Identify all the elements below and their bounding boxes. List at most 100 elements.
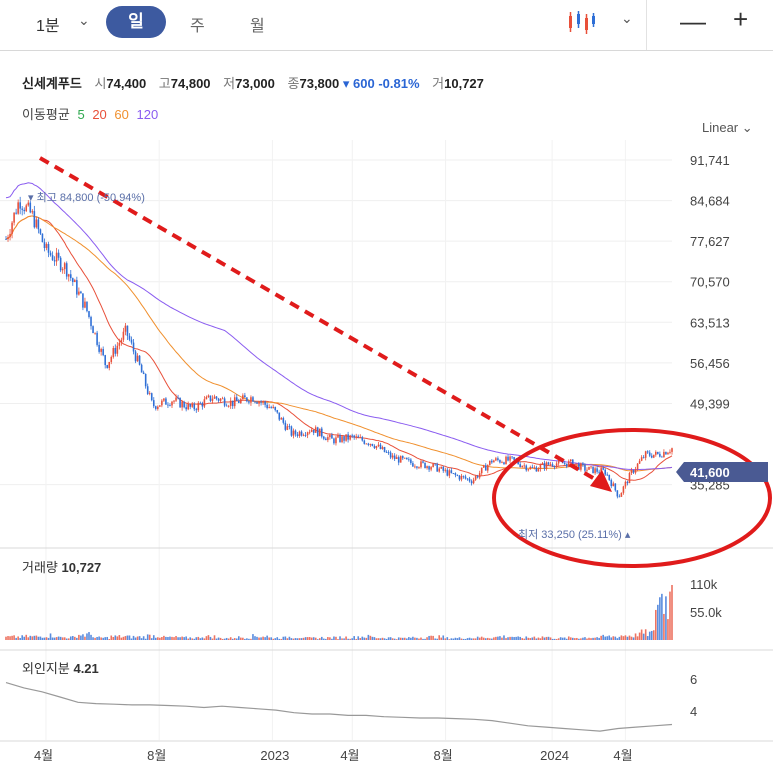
moving-average-legend[interactable]: 이동평균 5 20 60 120 <box>22 104 158 123</box>
chevron-down-icon[interactable]: ⌄ <box>78 12 90 28</box>
candle-body <box>521 465 524 467</box>
volume-bar <box>80 635 82 640</box>
volume-bar <box>345 636 347 640</box>
volume-bar <box>452 638 455 640</box>
highlight-ellipse <box>492 428 772 568</box>
volume-bar <box>636 636 639 640</box>
zoom-out-button[interactable]: — <box>680 6 706 36</box>
candle-body <box>385 452 388 453</box>
candle-body <box>594 468 596 474</box>
volume-bar <box>476 636 479 640</box>
candle-body <box>53 260 56 262</box>
volume-bar <box>108 639 111 640</box>
candle-body <box>588 466 590 470</box>
candle-body <box>486 465 489 471</box>
candle-body <box>270 407 272 408</box>
candle-body <box>19 202 21 209</box>
volume-bar <box>505 638 507 640</box>
volume-bar <box>195 637 198 640</box>
candle-body <box>503 462 505 465</box>
zoom-in-button[interactable]: + <box>733 4 749 34</box>
candle-body <box>45 244 48 248</box>
candle-body <box>505 456 507 465</box>
ma-5[interactable]: 5 <box>77 107 85 122</box>
volume-bar <box>381 637 384 640</box>
candle-body <box>545 462 548 469</box>
ma-60[interactable]: 60 <box>114 107 129 122</box>
ma-line-60 <box>5 215 673 472</box>
volume-bar <box>316 639 319 640</box>
volume-bar <box>586 638 588 640</box>
candle-body <box>349 435 351 440</box>
volume-bar <box>640 629 643 640</box>
volume-bar <box>630 636 633 640</box>
volume-bar <box>63 637 66 640</box>
x-tick-label: 2024 <box>540 748 569 763</box>
volume-bar <box>59 636 62 640</box>
candle-body <box>343 436 345 441</box>
volume-bar <box>29 635 32 640</box>
tab-day[interactable]: 일 <box>106 6 166 38</box>
tab-month[interactable]: 월 <box>250 18 265 35</box>
volume-bar <box>231 638 234 640</box>
tab-week[interactable]: 주 <box>190 18 205 35</box>
volume-bar <box>533 636 536 640</box>
volume-bar <box>436 638 438 640</box>
volume-bar <box>513 637 515 640</box>
volume-bar <box>541 636 544 640</box>
scale-mode-select[interactable]: Linear ⌄ <box>702 120 753 135</box>
ma-120[interactable]: 120 <box>136 107 159 122</box>
volume-bar <box>614 636 617 640</box>
volume-bar <box>7 636 9 640</box>
candle-body <box>537 469 540 472</box>
candle-body <box>88 311 90 318</box>
candle-body <box>440 466 443 469</box>
candle-body <box>213 396 216 399</box>
interval-select[interactable]: 1분 <box>36 18 60 35</box>
candle-body <box>250 397 252 403</box>
candlestick-icon[interactable] <box>567 10 597 36</box>
ma-20[interactable]: 20 <box>92 107 107 122</box>
volume-bar <box>659 597 661 640</box>
candle-body <box>657 451 659 454</box>
volume-bar <box>474 638 477 640</box>
y-tick-label: 70,570 <box>690 275 730 290</box>
volume-bar <box>306 637 309 640</box>
volume-bar <box>507 637 509 640</box>
candle-body <box>640 457 643 461</box>
volume-bar <box>357 636 360 640</box>
volume-bar <box>620 635 623 640</box>
candle-body <box>555 463 558 468</box>
volume-bar <box>179 637 181 640</box>
volume-bar <box>493 637 495 640</box>
volume-bar <box>229 637 232 640</box>
volume-bar <box>86 633 88 640</box>
volume-bar <box>329 637 331 640</box>
volume-bar <box>193 638 196 640</box>
candle-body <box>567 461 570 467</box>
candle-body <box>460 475 463 480</box>
high-annotation: ▾ 최고 84,800 (-50.94%) <box>28 191 145 204</box>
candle-body <box>468 478 471 482</box>
chart-type-chevron-icon[interactable]: ⌄ <box>621 10 633 26</box>
volume-bar <box>199 638 202 640</box>
candle-body <box>497 458 499 461</box>
candle-body <box>67 274 70 277</box>
volume-bar <box>468 637 471 640</box>
candle-body <box>288 426 291 428</box>
candle-body <box>422 461 424 463</box>
candle-body <box>195 409 198 411</box>
candle-body <box>531 467 534 468</box>
candle-body <box>371 443 374 446</box>
volume-bar <box>545 636 548 640</box>
volume-bar <box>448 639 451 640</box>
candle-body <box>414 466 416 468</box>
volume-bar <box>171 636 173 640</box>
volume-bar <box>39 636 42 640</box>
candle-body <box>517 460 519 465</box>
volume-bar <box>341 638 343 640</box>
volume-bar <box>539 638 542 640</box>
candle-body <box>33 211 36 228</box>
candle-body <box>165 398 167 405</box>
